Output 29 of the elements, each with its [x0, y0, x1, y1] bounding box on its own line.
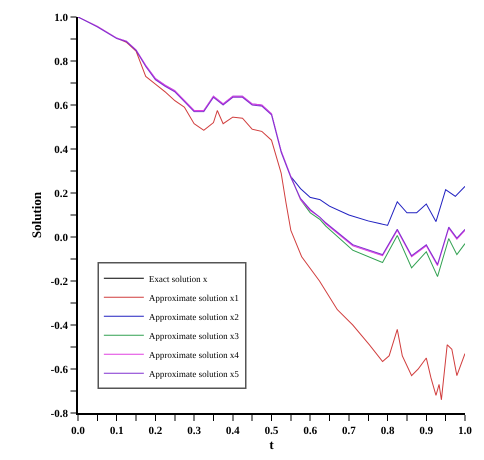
- legend-label: Approximate solution x4: [148, 350, 240, 360]
- x-tick-label: 0.9: [419, 424, 434, 437]
- x-tick-label: 0.0: [71, 424, 86, 437]
- y-axis-title: Solution: [29, 191, 44, 238]
- legend-label: Approximate solution x1: [148, 292, 239, 303]
- x-axis-title: t: [269, 436, 274, 452]
- y-tick-label: -0.6: [50, 364, 69, 376]
- legend-label: Exact solution x: [148, 274, 208, 284]
- legend-label: Approximate solution x3: [148, 330, 240, 341]
- x-tick-label: 1.0: [458, 424, 472, 437]
- x-tick-label: 0.2: [148, 424, 163, 437]
- y-tick-label: -0.8: [50, 408, 69, 420]
- y-tick-label: 1.0: [54, 12, 69, 24]
- legend-label: Approximate solution x5: [148, 368, 240, 379]
- y-tick-label: -0.2: [50, 276, 69, 288]
- x-tick-label: 0.1: [110, 424, 124, 437]
- y-tick-label: 0.8: [54, 56, 69, 68]
- y-tick-label: 0.6: [54, 100, 69, 112]
- y-tick-label: 0.0: [54, 232, 69, 244]
- legend-label: Approximate solution x2: [148, 312, 239, 322]
- x-tick-label: 0.5: [264, 424, 279, 437]
- x-tick-label: 0.4: [226, 424, 240, 437]
- x-tick-label: 0.7: [342, 424, 356, 437]
- x-tick-label: 0.8: [380, 424, 395, 437]
- y-tick-label: 0.2: [54, 188, 69, 200]
- x-tick-label: 0.6: [303, 424, 318, 437]
- y-tick-label: -0.4: [50, 320, 69, 332]
- y-tick-label: 0.4: [54, 144, 69, 156]
- x-tick-label: 0.3: [187, 424, 202, 437]
